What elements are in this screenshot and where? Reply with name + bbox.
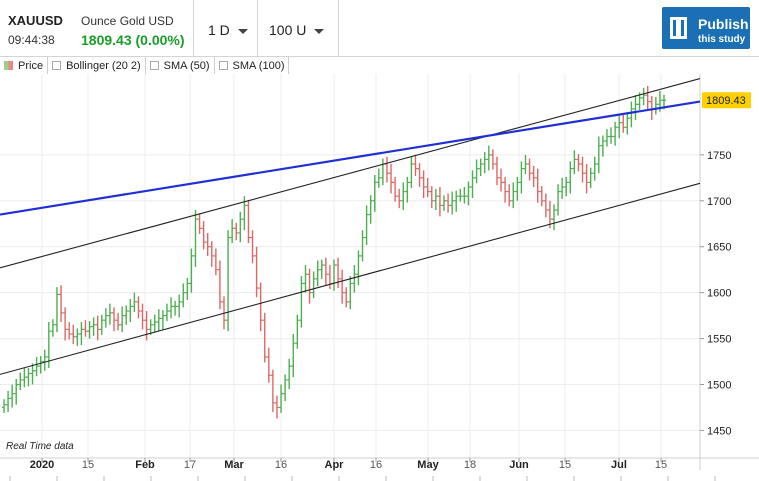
publish-button[interactable]: Publish this study [662,7,750,49]
trend-line-black [0,182,701,375]
x-tick-label: Mar [224,459,244,471]
publish-label: Publish [698,16,749,32]
trend-line-blue [0,100,701,216]
x-tick-label: 18 [464,459,476,471]
sma100-swatch [218,61,228,70]
x-tick-label: Apr [325,459,345,471]
instrument-description: Ounce Gold USD [81,14,174,28]
y-tick-label: 1600 [707,288,731,300]
y-tick-label: 1750 [707,150,731,162]
y-tick-label: 1550 [707,334,731,346]
x-tick-label: 15 [82,459,94,471]
y-tick-label: 1450 [707,425,731,437]
y-tick-label: 1700 [707,196,731,208]
y-tick-label: 1650 [707,242,731,254]
legend-price-label: Price [18,59,44,72]
quote-time: 09:44:38 [8,33,55,47]
units-dropdown[interactable]: 100 U [257,0,339,57]
symbol-label: XAUUSD [8,13,63,28]
x-tick-label: 15 [559,459,571,471]
last-price-tag [702,92,751,109]
legend-sma50-label: SMA (50) [163,59,210,72]
x-tick-label: Jun [509,459,529,471]
chevron-down-icon [237,28,248,34]
footer-note: Real Time data [6,441,74,452]
publish-sublabel: this study [698,34,746,45]
trend-line-black [0,78,701,269]
legend-price[interactable]: Price [0,57,49,74]
x-tick-label: Jul [611,459,627,471]
bollinger-swatch [52,61,62,70]
bracket-icon [670,17,687,39]
x-tick-label: 16 [370,459,382,471]
chevron-down-icon [314,28,325,34]
units-value: 100 U [269,22,307,38]
legend-bollinger[interactable]: Bollinger (20 2) [48,57,146,74]
period-dropdown[interactable]: 1 D [193,0,257,57]
plot-area [0,74,700,458]
price-swatch [4,61,13,70]
x-tick-label: May [417,459,439,471]
legend-bollinger-label: Bollinger (20 2) [66,59,141,72]
x-tick-label: 16 [275,459,287,471]
x-tick-label: Feb [135,459,155,471]
x-tick-label: 17 [184,459,196,471]
sma50-swatch [149,61,159,70]
quote-price: 1809.43 (0.00%) [81,32,185,48]
legend-sma100-label: SMA (100) [232,59,285,72]
y-tick-label: 1500 [707,380,731,392]
indicator-legend: Price Bollinger (20 2) SMA (50) SMA (100… [0,57,290,74]
x-tick-label: 2020 [30,459,54,471]
legend-sma50[interactable]: SMA (50) [146,57,215,74]
legend-sma100[interactable]: SMA (100) [215,57,290,74]
x-tick-label: 15 [655,459,667,471]
period-value: 1 D [208,22,230,38]
last-price-label: 1809.43 [706,95,746,107]
chart-header: XAUUSD Ounce Gold USD 09:44:38 1809.43 (… [0,0,759,57]
